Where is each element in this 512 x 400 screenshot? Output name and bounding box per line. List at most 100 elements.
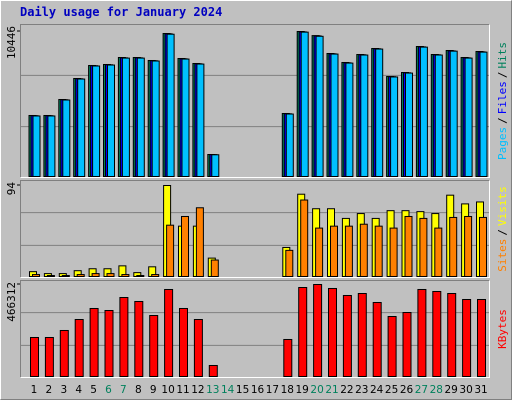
- x-tick-label: 20: [310, 384, 323, 396]
- bar: [193, 319, 203, 377]
- bar: [390, 76, 399, 177]
- x-tick-label: 19: [296, 384, 309, 396]
- legend-entry: Pages: [496, 127, 509, 160]
- x-tick-label: 18: [281, 384, 294, 396]
- x-tick-label: 12: [191, 384, 204, 396]
- x-tick-label: 7: [120, 384, 127, 396]
- plot-bevel: [20, 24, 490, 178]
- bar: [195, 207, 204, 277]
- bar: [30, 336, 39, 377]
- bar: [434, 227, 443, 278]
- bar: [434, 54, 443, 178]
- bar: [300, 199, 309, 277]
- bar: [479, 51, 488, 177]
- bar: [89, 307, 99, 377]
- bar: [405, 72, 413, 177]
- bar: [464, 57, 473, 177]
- x-tick-label: 5: [90, 384, 97, 396]
- bar: [402, 311, 412, 378]
- bar: [32, 115, 41, 177]
- x-tick-label: 26: [400, 384, 414, 396]
- x-tick-label: 9: [150, 384, 157, 396]
- legend-separator: /: [496, 117, 509, 124]
- y-tick-label: 466312: [5, 282, 18, 322]
- x-tick-label: 14: [221, 384, 235, 396]
- bar: [462, 298, 472, 377]
- bar: [285, 249, 294, 278]
- legend-entry: Visits: [496, 186, 509, 226]
- bar: [375, 48, 384, 177]
- bar: [345, 62, 354, 177]
- plot-bevel: [20, 24, 490, 178]
- chart-title: Daily usage for January 2024: [20, 5, 222, 19]
- bar: [46, 275, 55, 278]
- bar: [59, 329, 69, 378]
- bar: [342, 294, 352, 377]
- bar: [121, 274, 130, 278]
- legend: Pages / Files / Hits: [496, 42, 509, 160]
- bar: [32, 274, 40, 278]
- x-tick-label: 16: [251, 384, 265, 396]
- x-tick-label: 4: [75, 384, 82, 396]
- bar: [77, 78, 86, 177]
- legend: Sites / Visits: [496, 186, 509, 272]
- bar: [208, 364, 218, 377]
- x-tick-label: 1: [31, 384, 38, 396]
- bar: [315, 35, 324, 177]
- legend-entry: Hits: [496, 42, 509, 69]
- plot-bevel: [20, 180, 490, 278]
- bar: [432, 290, 442, 378]
- plot-bevel: [20, 280, 490, 378]
- x-tick-label: 2: [46, 384, 53, 396]
- x-tick-label: 31: [474, 384, 487, 396]
- bar: [313, 284, 323, 377]
- bar: [181, 215, 189, 278]
- bar: [62, 99, 71, 177]
- bar: [417, 288, 427, 377]
- bar: [389, 227, 398, 278]
- x-tick-label: 17: [266, 384, 279, 396]
- x-tick-label: 3: [60, 384, 67, 396]
- bar: [149, 314, 159, 378]
- bar: [211, 154, 220, 177]
- bar: [464, 215, 473, 278]
- x-tick-label: 6: [105, 384, 112, 396]
- bar: [121, 57, 130, 177]
- plot-bevel: [20, 180, 490, 278]
- bar: [210, 259, 219, 277]
- x-tick-label: 8: [135, 384, 142, 396]
- bar: [328, 287, 337, 377]
- x-tick-label: 25: [385, 384, 398, 396]
- x-tick-label: 21: [325, 384, 338, 396]
- bar: [107, 64, 115, 177]
- bar: [374, 225, 383, 278]
- bar: [166, 224, 175, 277]
- bar: [404, 215, 413, 278]
- legend: KBytes: [496, 309, 509, 349]
- bar: [419, 46, 428, 177]
- x-tick-label: 27: [415, 384, 428, 396]
- bar: [449, 216, 458, 277]
- bar: [357, 292, 367, 378]
- bar: [419, 217, 428, 277]
- bar: [387, 316, 397, 378]
- bar: [166, 33, 175, 177]
- bar: [196, 63, 205, 177]
- x-tick-label: 30: [459, 384, 472, 396]
- bar: [477, 298, 486, 377]
- x-tick-label: 23: [355, 384, 368, 396]
- bar: [285, 113, 294, 177]
- x-tick-label: 22: [340, 384, 353, 396]
- bar: [151, 274, 160, 278]
- bar: [372, 301, 382, 378]
- bar: [179, 307, 188, 377]
- bar: [344, 225, 353, 278]
- bar: [74, 319, 84, 377]
- plot-bevel: [20, 280, 490, 378]
- legend-entry: KBytes: [496, 309, 509, 349]
- bar: [76, 274, 85, 278]
- bar: [479, 216, 487, 277]
- legend-entry: Sites: [496, 239, 509, 272]
